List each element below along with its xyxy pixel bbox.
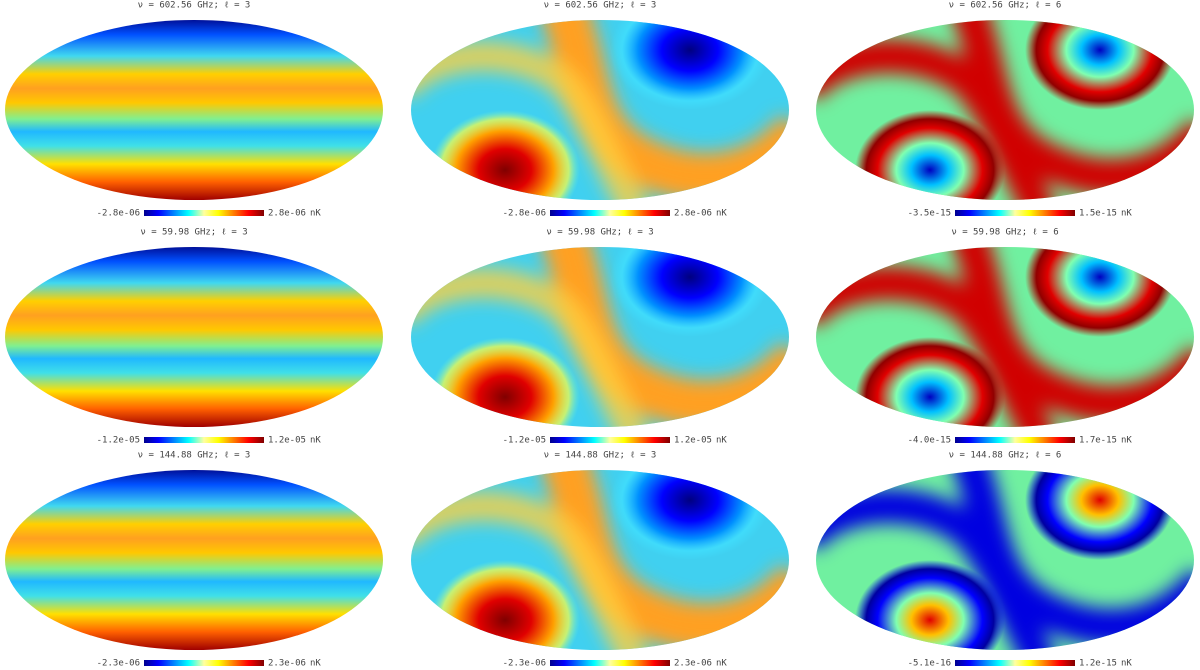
colorbar-unit: nK [716, 659, 727, 669]
colorbar-max: 2.8e-06 [268, 209, 306, 219]
mollweide-map [411, 470, 789, 650]
mollweide-map [816, 20, 1194, 200]
colorbar-unit: nK [310, 659, 321, 669]
map-panel: ν = 59.98 GHz; ℓ = 6 -4.0e-15 1.7e-15 nK [816, 228, 1194, 446]
map-panel: ν = 602.56 GHz; ℓ = 3 -2.8e-06 2.8e-06 nK [411, 1, 789, 219]
colorbar-unit: nK [310, 436, 321, 446]
colorbar [550, 660, 670, 666]
colorbar-min: -3.5e-15 [908, 209, 951, 219]
map-panel: ν = 144.88 GHz; ℓ = 3 -2.3e-06 2.3e-06 nK [411, 451, 789, 669]
panel-title: ν = 59.98 GHz; ℓ = 3 [140, 228, 247, 238]
mollweide-map [411, 20, 789, 200]
colorbar [550, 210, 670, 216]
colorbar-unit: nK [716, 436, 727, 446]
colorbar-min: -2.8e-06 [97, 209, 140, 219]
mollweide-map [5, 20, 383, 200]
colorbar-unit: nK [1121, 659, 1132, 669]
mollweide-map [816, 470, 1194, 650]
panel-title: ν = 59.98 GHz; ℓ = 3 [546, 228, 653, 238]
map-panel: ν = 144.88 GHz; ℓ = 3 -2.3e-06 2.3e-06 nK [5, 451, 383, 669]
colorbar [955, 437, 1075, 443]
panel-title: ν = 59.98 GHz; ℓ = 6 [951, 228, 1058, 238]
mollweide-map [5, 247, 383, 427]
colorbar-max: 2.8e-06 [674, 209, 712, 219]
colorbar-min: -1.2e-05 [97, 436, 140, 446]
colorbar-max: 1.2e-05 [268, 436, 306, 446]
colorbar-unit: nK [1121, 209, 1132, 219]
colorbar [144, 210, 264, 216]
colorbar-min: -5.1e-16 [908, 659, 951, 669]
colorbar-min: -2.3e-06 [97, 659, 140, 669]
panel-title: ν = 602.56 GHz; ℓ = 3 [544, 1, 657, 11]
map-panel: ν = 602.56 GHz; ℓ = 6 -3.5e-15 1.5e-15 nK [816, 1, 1194, 219]
map-panel: ν = 59.98 GHz; ℓ = 3 -1.2e-05 1.2e-05 nK [411, 228, 789, 446]
colorbar [550, 437, 670, 443]
colorbar-min: -4.0e-15 [908, 436, 951, 446]
panel-title: ν = 602.56 GHz; ℓ = 6 [949, 1, 1062, 11]
panel-title: ν = 144.88 GHz; ℓ = 6 [949, 451, 1062, 461]
colorbar-max: 1.2e-05 [674, 436, 712, 446]
panel-title: ν = 144.88 GHz; ℓ = 3 [138, 451, 251, 461]
colorbar-min: -1.2e-05 [503, 436, 546, 446]
colorbar [955, 660, 1075, 666]
colorbar-max: 2.3e-06 [674, 659, 712, 669]
colorbar-unit: nK [1121, 436, 1132, 446]
panel-title: ν = 602.56 GHz; ℓ = 3 [138, 1, 251, 11]
mollweide-map [816, 247, 1194, 427]
colorbar-min: -2.8e-06 [503, 209, 546, 219]
colorbar [144, 437, 264, 443]
mollweide-map [5, 470, 383, 650]
map-panel: ν = 59.98 GHz; ℓ = 3 -1.2e-05 1.2e-05 nK [5, 228, 383, 446]
colorbar-max: 1.2e-15 [1079, 659, 1117, 669]
colorbar-max: 2.3e-06 [268, 659, 306, 669]
colorbar-min: -2.3e-06 [503, 659, 546, 669]
colorbar-unit: nK [716, 209, 727, 219]
colorbar [144, 660, 264, 666]
colorbar [955, 210, 1075, 216]
map-panel: ν = 144.88 GHz; ℓ = 6 -5.1e-16 1.2e-15 nK [816, 451, 1194, 669]
mollweide-map [411, 247, 789, 427]
map-panel: ν = 602.56 GHz; ℓ = 3 -2.8e-06 2.8e-06 nK [5, 1, 383, 219]
panel-title: ν = 144.88 GHz; ℓ = 3 [544, 451, 657, 461]
colorbar-unit: nK [310, 209, 321, 219]
colorbar-max: 1.7e-15 [1079, 436, 1117, 446]
colorbar-max: 1.5e-15 [1079, 209, 1117, 219]
